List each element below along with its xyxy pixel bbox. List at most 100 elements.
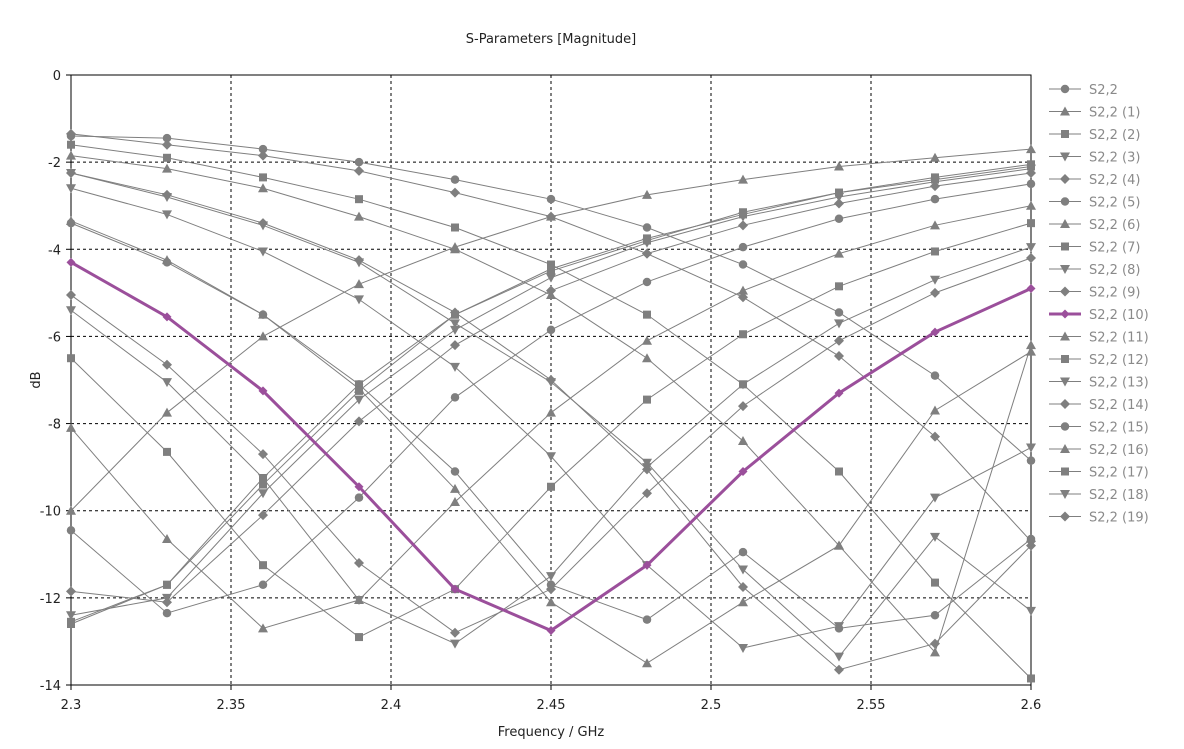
- data-point: [66, 586, 76, 597]
- data-point: [354, 395, 364, 405]
- legend-item[interactable]: S2,2 (1): [1049, 106, 1140, 121]
- data-point: [66, 422, 76, 432]
- legend-item[interactable]: S2,2 (3): [1049, 151, 1140, 166]
- legend-item[interactable]: S2,2 (10): [1049, 308, 1149, 323]
- data-point: [738, 380, 748, 390]
- data-point: [642, 248, 652, 259]
- data-point: [67, 354, 75, 363]
- data-point: [162, 312, 172, 322]
- data-point: [354, 295, 364, 305]
- legend-item[interactable]: S2,2 (4): [1049, 173, 1140, 188]
- legend-item[interactable]: S2,2 (17): [1049, 466, 1149, 481]
- legend-item[interactable]: S2,2 (14): [1049, 398, 1149, 413]
- data-point: [355, 633, 363, 642]
- legend-item[interactable]: S2,2 (9): [1049, 286, 1140, 301]
- legend-item[interactable]: S2,2 (12): [1049, 353, 1149, 368]
- data-point: [738, 260, 748, 269]
- legend-item[interactable]: S2,2 (16): [1049, 443, 1149, 458]
- data-point: [451, 310, 459, 319]
- x-tick-label: 2.35: [217, 698, 246, 713]
- data-point: [67, 620, 75, 628]
- series-14: [66, 168, 1036, 608]
- x-tick-label: 2.6: [1021, 698, 1042, 713]
- series-line-4: [70, 172, 1032, 671]
- x-tick-label: 2.4: [381, 698, 402, 713]
- data-point: [1026, 340, 1036, 350]
- data-point: [162, 534, 172, 544]
- legend-item[interactable]: S2,2 (11): [1049, 331, 1149, 346]
- data-point: [1026, 144, 1036, 154]
- data-point: [546, 194, 556, 204]
- data-point: [450, 467, 460, 476]
- data-point: [451, 223, 459, 232]
- legend-marker: [1060, 286, 1070, 297]
- data-point: [66, 505, 76, 515]
- legend-item[interactable]: S2,2: [1049, 83, 1118, 98]
- data-point: [162, 163, 172, 173]
- legend-label: S2,2 (19): [1089, 511, 1149, 526]
- data-point: [259, 561, 267, 570]
- legend-marker: [1060, 84, 1070, 94]
- data-point: [834, 319, 844, 329]
- data-point: [546, 584, 556, 595]
- data-point: [546, 378, 556, 388]
- legend-marker: [1060, 422, 1070, 431]
- legend-marker: [1060, 331, 1070, 341]
- data-point: [450, 325, 460, 335]
- data-point: [66, 169, 76, 179]
- data-point: [258, 510, 268, 521]
- data-point: [1026, 606, 1036, 616]
- legend-item[interactable]: S2,2 (6): [1049, 218, 1140, 233]
- axes: 2.3 2.35 2.4 2.45 2.5 2.55 2.6 0 -2 -4 -6 -8 -10 -12 -…: [40, 69, 1042, 713]
- legend-item[interactable]: S2,2 (15): [1049, 421, 1149, 436]
- data-point: [834, 308, 844, 317]
- data-point: [450, 584, 460, 594]
- data-point: [354, 157, 364, 167]
- data-point: [354, 416, 364, 427]
- data-point: [163, 447, 171, 456]
- data-point: [66, 150, 76, 160]
- legend-label: S2,2 (17): [1089, 466, 1149, 481]
- legend-item[interactable]: S2,2 (8): [1049, 263, 1140, 278]
- data-point: [66, 306, 76, 316]
- legend-item[interactable]: S2,2 (13): [1049, 376, 1149, 391]
- data-point: [835, 188, 843, 197]
- data-point: [450, 242, 460, 252]
- data-point: [162, 210, 172, 220]
- data-point: [1026, 253, 1036, 263]
- data-point: [834, 214, 844, 224]
- series-0: [66, 131, 1036, 465]
- data-point: [930, 220, 940, 230]
- data-point: [834, 248, 844, 258]
- legend-item[interactable]: S2,2 (19): [1049, 511, 1149, 526]
- legend-label: S2,2 (16): [1089, 443, 1149, 458]
- data-point: [162, 378, 172, 388]
- data-point: [738, 174, 748, 184]
- legend-label: S2,2 (11): [1089, 331, 1149, 346]
- data-point: [834, 351, 844, 362]
- y-axis-label: dB: [29, 371, 44, 388]
- legend-label: S2,2: [1089, 83, 1118, 98]
- legend-label: S2,2 (14): [1089, 398, 1149, 413]
- data-point: [930, 327, 940, 337]
- legend-marker: [1061, 355, 1069, 363]
- legend-item[interactable]: S2,2 (7): [1049, 241, 1140, 256]
- data-point: [546, 273, 556, 283]
- data-point: [642, 335, 652, 345]
- data-point: [258, 150, 268, 161]
- legend[interactable]: S2,2 S2,2 (1) S2,2 (2) S2,2 (3) S2,2 (4) S2,2…: [1049, 83, 1149, 526]
- legend-item[interactable]: S2,2 (18): [1049, 488, 1149, 503]
- legend-item[interactable]: S2,2 (5): [1049, 196, 1140, 211]
- data-point: [66, 290, 76, 301]
- data-point: [450, 483, 460, 493]
- data-point: [738, 565, 748, 575]
- data-point: [354, 211, 364, 221]
- y-tick-label: 0: [53, 69, 61, 84]
- legend-item[interactable]: S2,2 (2): [1049, 128, 1140, 143]
- data-point: [1026, 443, 1036, 453]
- y-tick-label: -8: [48, 418, 61, 433]
- data-point: [642, 277, 652, 287]
- data-point: [643, 236, 651, 245]
